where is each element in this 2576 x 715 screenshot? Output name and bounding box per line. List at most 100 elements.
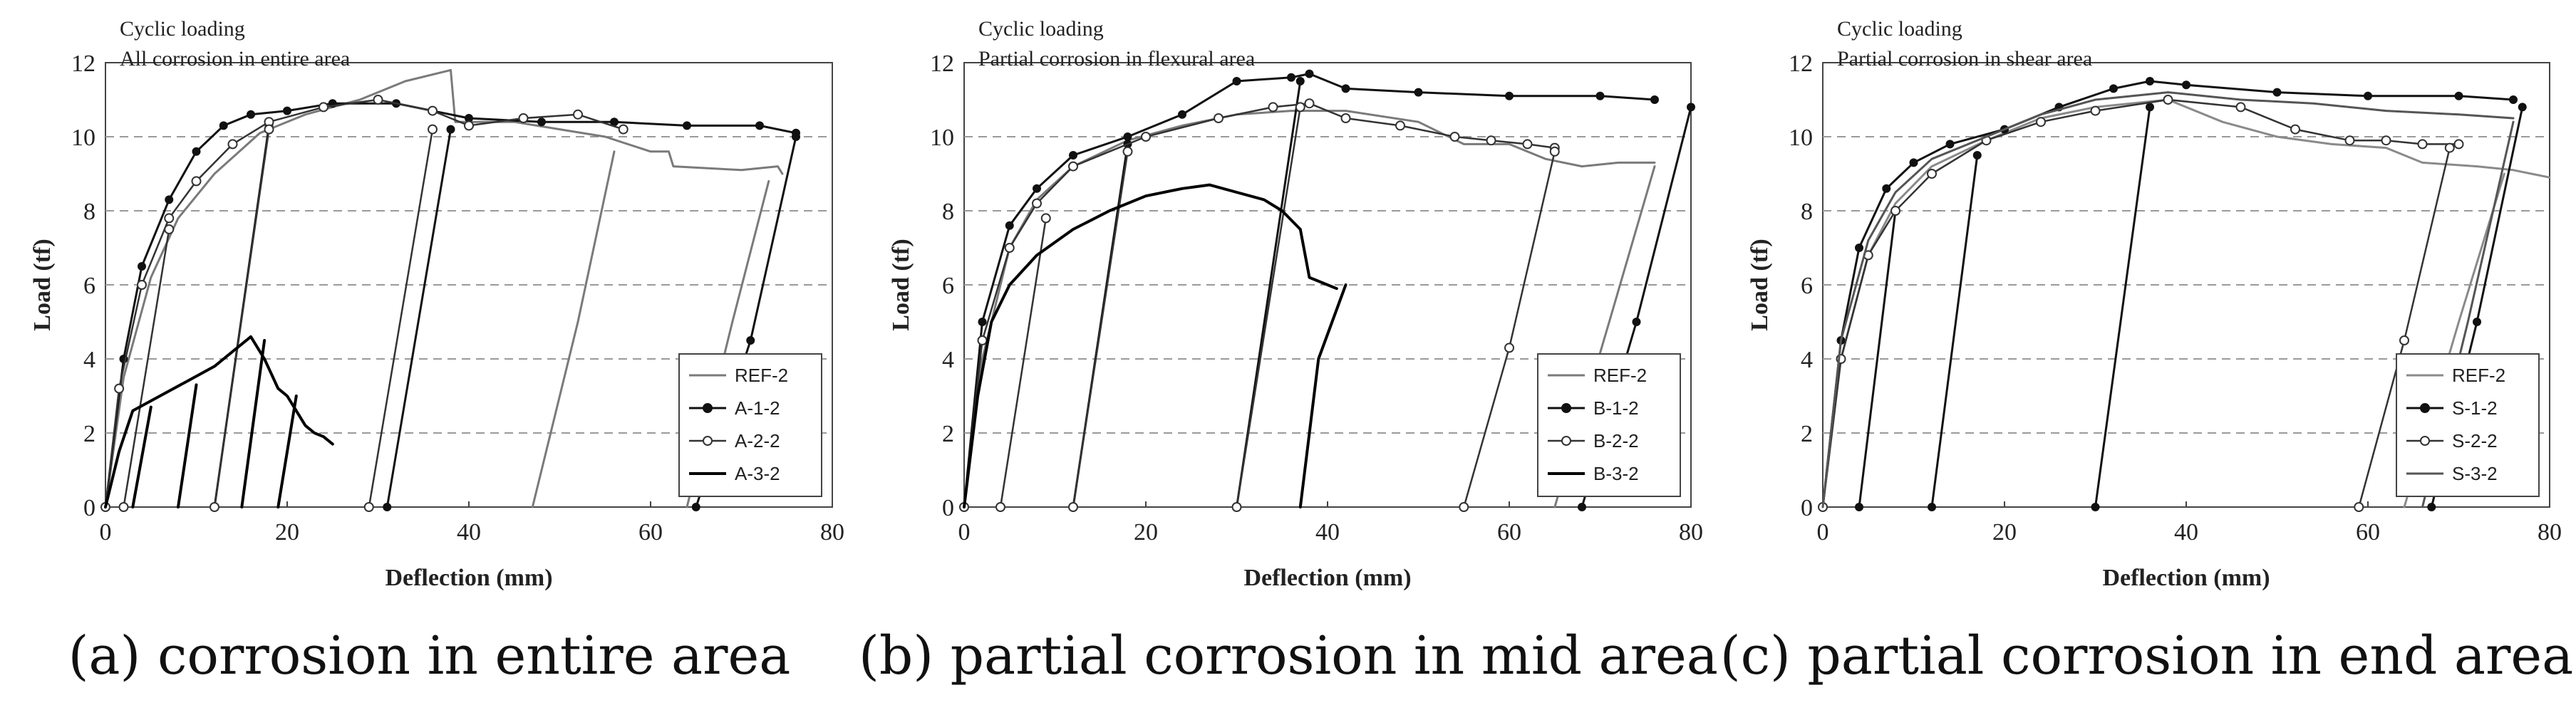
data-point bbox=[319, 102, 329, 113]
legend-label: B-2-2 bbox=[1593, 430, 1639, 452]
data-point bbox=[1295, 102, 1305, 113]
x-axis-label: Deflection (mm) bbox=[385, 565, 552, 591]
x-tick-label: 60 bbox=[1497, 519, 1521, 546]
data-point bbox=[2399, 335, 2409, 345]
legend-marker bbox=[703, 403, 713, 413]
data-point bbox=[164, 224, 175, 234]
data-point bbox=[383, 503, 392, 511]
series-line bbox=[213, 128, 270, 508]
data-point bbox=[2163, 95, 2173, 105]
data-point bbox=[1855, 503, 1863, 511]
caption-a: (a) corrosion in entire area bbox=[68, 625, 791, 687]
series-line bbox=[123, 228, 170, 508]
chart-b: 0 2 4 6 8 10 12 0 20 40 60 80 Deflection (mm) Load (t… bbox=[888, 17, 1703, 591]
data-point bbox=[1178, 110, 1186, 119]
series-s-2-2 bbox=[1818, 95, 2464, 512]
panel-c: 0 2 4 6 8 10 12 0 20 40 60 80 Deflection (mm) Load (t… bbox=[1717, 0, 2576, 715]
data-point bbox=[1687, 103, 1695, 112]
legend-marker bbox=[703, 436, 713, 446]
y-tick-label: 10 bbox=[71, 125, 95, 151]
y-tick-label: 12 bbox=[1789, 51, 1813, 77]
annotation-line: Cyclic loading bbox=[120, 17, 245, 41]
data-point bbox=[1005, 221, 1014, 230]
data-point bbox=[2182, 80, 2190, 90]
legend-label: A-3-2 bbox=[735, 463, 780, 484]
data-point bbox=[1972, 151, 1982, 160]
data-point bbox=[2091, 503, 2100, 511]
data-point bbox=[1268, 102, 1278, 113]
data-point bbox=[1123, 132, 1132, 141]
data-point bbox=[165, 195, 174, 204]
data-point bbox=[1032, 198, 1042, 209]
x-tick-label: 80 bbox=[820, 519, 844, 546]
x-tick-label: 0 bbox=[958, 519, 971, 546]
data-point bbox=[2272, 88, 2282, 97]
legend-label: S-1-2 bbox=[2452, 397, 2498, 419]
y-tick-label: 10 bbox=[930, 125, 954, 151]
data-point bbox=[428, 124, 438, 135]
x-tick-label: 20 bbox=[275, 519, 299, 546]
legend-label: REF-2 bbox=[735, 365, 788, 386]
data-point bbox=[1304, 98, 1315, 109]
data-point bbox=[2473, 318, 2481, 326]
x-tick-label: 60 bbox=[638, 519, 663, 546]
data-point bbox=[573, 109, 583, 120]
x-tick-label: 40 bbox=[1315, 519, 1340, 546]
panel-a: 0 2 4 6 8 10 12 0 20 40 60 80 Deflection (mm) Load (t… bbox=[0, 0, 859, 715]
legend-label: A-2-2 bbox=[735, 430, 780, 452]
y-tick-label: 4 bbox=[1801, 347, 1813, 373]
x-tick-label: 0 bbox=[100, 519, 112, 546]
y-tick-label: 0 bbox=[942, 495, 954, 521]
y-tick-label: 8 bbox=[942, 199, 954, 225]
x-tick-label: 80 bbox=[1679, 519, 1703, 546]
legend: REF-2 S-1-2 S-2-2 S-3-2 bbox=[2396, 353, 2540, 497]
data-point bbox=[691, 503, 700, 511]
series-line bbox=[240, 339, 267, 508]
series-line bbox=[104, 98, 625, 508]
series-b-2-2 bbox=[959, 98, 1560, 512]
data-point bbox=[1414, 88, 1423, 97]
data-point bbox=[1231, 502, 1242, 512]
data-point bbox=[264, 124, 274, 135]
y-tick-label: 6 bbox=[83, 273, 95, 299]
data-point bbox=[446, 125, 455, 134]
series-line bbox=[2094, 105, 2151, 508]
data-point bbox=[683, 121, 691, 130]
data-point bbox=[247, 110, 255, 119]
data-point bbox=[977, 335, 988, 345]
series-line bbox=[1930, 154, 1979, 508]
y-tick-label: 12 bbox=[930, 51, 954, 77]
data-point bbox=[2417, 139, 2428, 150]
panel-b: 0 2 4 6 8 10 12 0 20 40 60 80 Deflection (mm) Load (t… bbox=[859, 0, 1718, 715]
legend: REF-2 B-1-2 B-2-2 B-3-2 bbox=[1537, 353, 1681, 497]
data-point bbox=[978, 318, 987, 326]
data-point bbox=[464, 120, 474, 131]
data-point bbox=[1459, 502, 1469, 512]
data-point bbox=[2146, 103, 2154, 112]
data-point bbox=[283, 106, 291, 115]
series-line bbox=[1236, 106, 1302, 508]
annotation-line: Partial corrosion in flexural area bbox=[978, 47, 1255, 71]
series-line bbox=[104, 102, 797, 508]
legend-label: B-1-2 bbox=[1593, 397, 1639, 419]
series-line bbox=[963, 110, 1656, 508]
series-b-3-2 bbox=[963, 183, 1348, 508]
y-axis-label: Load (tf) bbox=[29, 239, 56, 330]
legend-label: REF-2 bbox=[2452, 365, 2505, 386]
data-point bbox=[1549, 146, 1560, 157]
y-tick-label: 0 bbox=[1801, 495, 1813, 521]
annotation-line: Cyclic loading bbox=[978, 17, 1104, 41]
data-point bbox=[1395, 120, 1405, 131]
data-point bbox=[1033, 184, 1041, 193]
data-point bbox=[610, 118, 619, 127]
data-point bbox=[1522, 139, 1533, 150]
x-axis-label: Deflection (mm) bbox=[1243, 565, 1411, 591]
data-point bbox=[164, 213, 175, 224]
data-point bbox=[746, 336, 755, 345]
annotation-line: Partial corrosion in shear area bbox=[1837, 47, 2092, 71]
data-point bbox=[227, 139, 238, 150]
data-point bbox=[1295, 77, 1305, 85]
y-tick-label: 4 bbox=[942, 347, 954, 373]
x-tick-label: 0 bbox=[1817, 519, 1829, 546]
series-line bbox=[386, 128, 452, 508]
